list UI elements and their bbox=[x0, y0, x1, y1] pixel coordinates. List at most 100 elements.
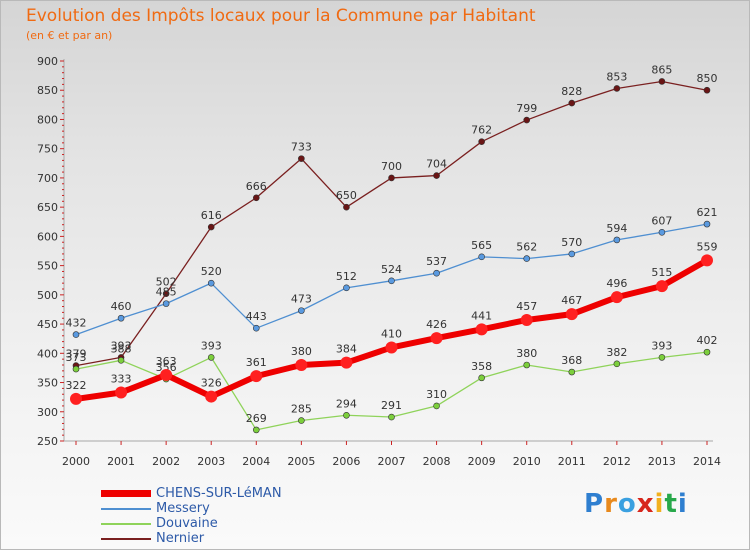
data-label: 502 bbox=[156, 276, 177, 289]
data-label: 363 bbox=[156, 355, 177, 368]
data-label: 650 bbox=[336, 189, 357, 202]
y-tick-label: 550 bbox=[37, 260, 58, 273]
data-label: 485 bbox=[156, 286, 177, 299]
data-point bbox=[207, 223, 215, 231]
y-tick-label: 600 bbox=[37, 230, 58, 243]
data-label: 443 bbox=[246, 310, 267, 323]
data-label: 380 bbox=[291, 345, 312, 358]
x-tick-label: 2013 bbox=[648, 455, 676, 468]
legend-swatch bbox=[101, 538, 151, 540]
data-label: 559 bbox=[697, 240, 718, 253]
legend-label: CHENS-SUR-LéMAN bbox=[156, 486, 282, 501]
data-point bbox=[343, 411, 350, 419]
data-point bbox=[478, 253, 485, 261]
data-label: 402 bbox=[697, 334, 718, 347]
legend-swatch bbox=[101, 523, 151, 525]
data-label: 562 bbox=[516, 241, 537, 254]
legend-swatch bbox=[101, 508, 151, 510]
data-label: 520 bbox=[201, 265, 222, 278]
x-tick-label: 2003 bbox=[197, 455, 225, 468]
data-point bbox=[433, 402, 440, 410]
data-label: 537 bbox=[426, 255, 447, 268]
data-point bbox=[658, 78, 666, 85]
data-point bbox=[388, 413, 395, 421]
data-label: 700 bbox=[381, 160, 402, 173]
data-label: 850 bbox=[697, 72, 718, 85]
series-0: 322 333 363 326 361 380 384 410 426 441 457 467 496 5… bbox=[66, 240, 718, 405]
data-point bbox=[72, 331, 80, 338]
data-label: 322 bbox=[66, 379, 87, 392]
y-tick-label: 350 bbox=[37, 377, 58, 390]
data-label: 382 bbox=[606, 346, 627, 359]
data-point bbox=[117, 314, 125, 322]
data-label: 621 bbox=[697, 206, 718, 219]
data-point bbox=[252, 324, 260, 332]
series-2: 373 388 356 393 269 285 294 291 310 358 380 368 382 3… bbox=[66, 334, 718, 434]
data-point bbox=[703, 348, 711, 356]
data-label: 441 bbox=[471, 309, 492, 322]
data-label: 310 bbox=[426, 388, 447, 401]
data-point bbox=[565, 308, 578, 321]
data-point bbox=[250, 370, 263, 383]
series-3: 379 393 502 616 666 733 650 700 704 762 799 828 853 8… bbox=[66, 63, 718, 369]
x-tick-label: 2009 bbox=[468, 455, 496, 468]
x-tick-label: 2008 bbox=[423, 455, 451, 468]
y-tick-label: 450 bbox=[37, 318, 58, 331]
data-point bbox=[568, 250, 576, 258]
data-label: 704 bbox=[426, 158, 447, 171]
data-label: 457 bbox=[516, 300, 537, 313]
data-label: 762 bbox=[471, 124, 492, 137]
data-label: 853 bbox=[606, 70, 627, 83]
data-point bbox=[478, 374, 485, 382]
data-point bbox=[430, 332, 443, 345]
data-label: 828 bbox=[561, 85, 582, 98]
data-point bbox=[207, 279, 215, 287]
data-label: 285 bbox=[291, 403, 312, 416]
logo-letter: x bbox=[636, 489, 655, 519]
data-label: 570 bbox=[561, 236, 582, 249]
data-point bbox=[568, 368, 576, 376]
data-point bbox=[205, 390, 218, 403]
data-point bbox=[298, 155, 305, 162]
x-tick-label: 2006 bbox=[332, 455, 360, 468]
data-label: 393 bbox=[111, 339, 132, 352]
data-point bbox=[252, 426, 260, 434]
data-point bbox=[613, 360, 621, 368]
x-tick-label: 2012 bbox=[603, 455, 631, 468]
x-tick-label: 2007 bbox=[378, 455, 406, 468]
x-tick-label: 2004 bbox=[242, 455, 270, 468]
data-label: 460 bbox=[111, 300, 132, 313]
data-label: 291 bbox=[381, 399, 402, 412]
logo-letter: i bbox=[654, 489, 665, 519]
y-tick-label: 700 bbox=[37, 172, 58, 185]
data-point bbox=[478, 138, 485, 145]
y-tick-label: 250 bbox=[37, 435, 58, 448]
data-point bbox=[340, 356, 353, 369]
data-point bbox=[613, 85, 621, 92]
data-point bbox=[295, 359, 308, 371]
data-label: 379 bbox=[66, 348, 87, 361]
y-tick-label: 300 bbox=[37, 406, 58, 419]
y-tick-label: 750 bbox=[37, 143, 58, 156]
data-point bbox=[117, 357, 125, 364]
data-label: 473 bbox=[291, 293, 312, 306]
data-point bbox=[343, 203, 350, 211]
data-point bbox=[568, 99, 576, 107]
data-point bbox=[523, 361, 531, 369]
data-point bbox=[433, 172, 440, 179]
data-label: 799 bbox=[516, 102, 537, 115]
data-point bbox=[703, 220, 711, 228]
data-point bbox=[298, 417, 305, 424]
y-tick-label: 400 bbox=[37, 347, 58, 360]
x-tick-label: 2010 bbox=[513, 455, 541, 468]
data-point bbox=[298, 307, 305, 314]
x-tick-label: 2014 bbox=[693, 455, 721, 468]
data-label: 294 bbox=[336, 397, 357, 410]
y-tick-label: 650 bbox=[37, 201, 58, 214]
x-tick-label: 2011 bbox=[558, 455, 586, 468]
x-tick-label: 2002 bbox=[152, 455, 180, 468]
data-label: 368 bbox=[561, 354, 582, 367]
data-point bbox=[523, 255, 531, 262]
x-tick-label: 2001 bbox=[107, 455, 135, 468]
